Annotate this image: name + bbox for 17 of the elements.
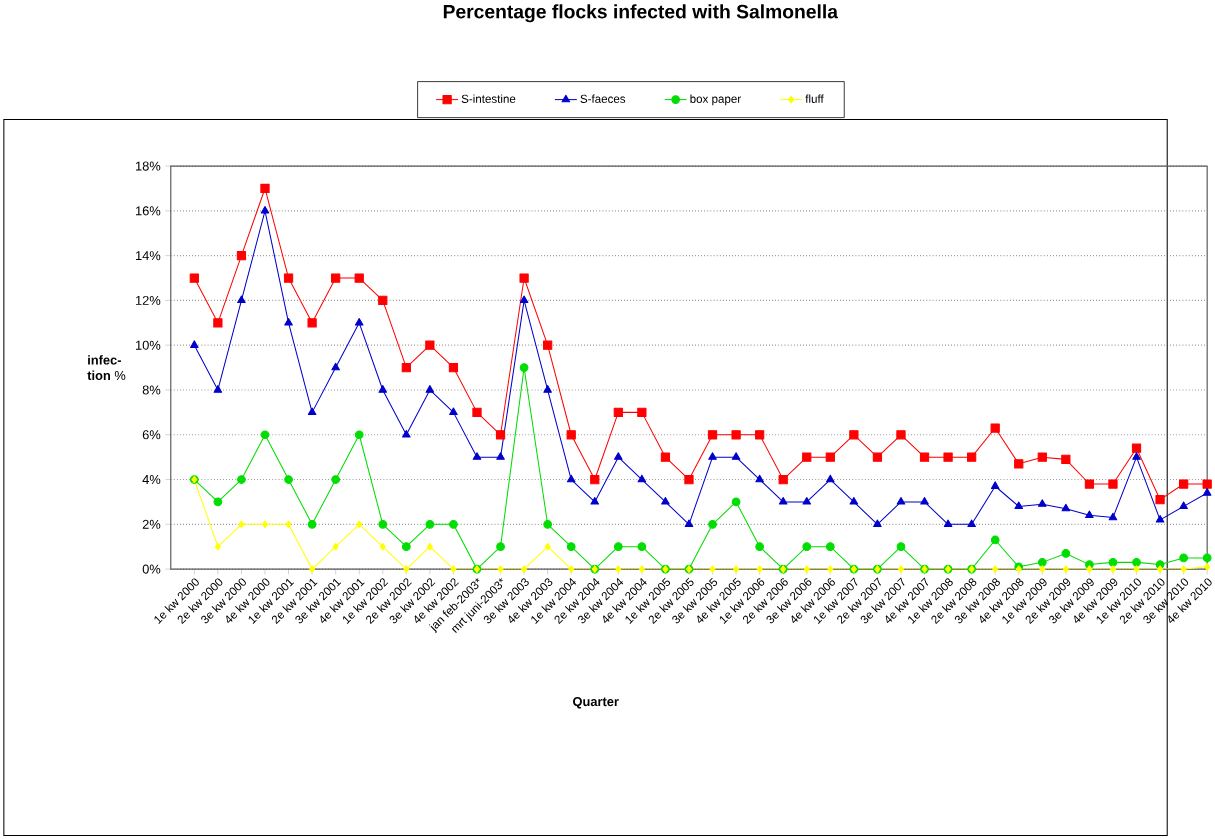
legend-label: S-faeces bbox=[580, 94, 626, 103]
y-tick-label: 14% bbox=[136, 250, 161, 260]
legend-label: box paper bbox=[690, 94, 741, 106]
y-tick-label: 16% bbox=[136, 206, 161, 216]
y-tick-label: 0% bbox=[142, 564, 161, 574]
legend-label: fluff bbox=[805, 94, 824, 103]
y-tick-label: 18% bbox=[136, 161, 161, 171]
y-tick-label: 12% bbox=[136, 295, 161, 305]
y-tick-label: 6% bbox=[142, 430, 161, 440]
chart-title: Percentage flocks infected with Salmonella bbox=[443, 4, 839, 23]
y-tick-label: 10% bbox=[136, 340, 161, 350]
y-tick-label: 4% bbox=[142, 474, 161, 484]
x-axis-title: Quarter bbox=[573, 696, 619, 709]
y-tick-label: 2% bbox=[142, 519, 161, 529]
y-tick-label: 8% bbox=[142, 385, 161, 395]
y-axis-title: infec-tion % bbox=[87, 354, 126, 380]
legend-label: S-intestine bbox=[461, 94, 516, 103]
